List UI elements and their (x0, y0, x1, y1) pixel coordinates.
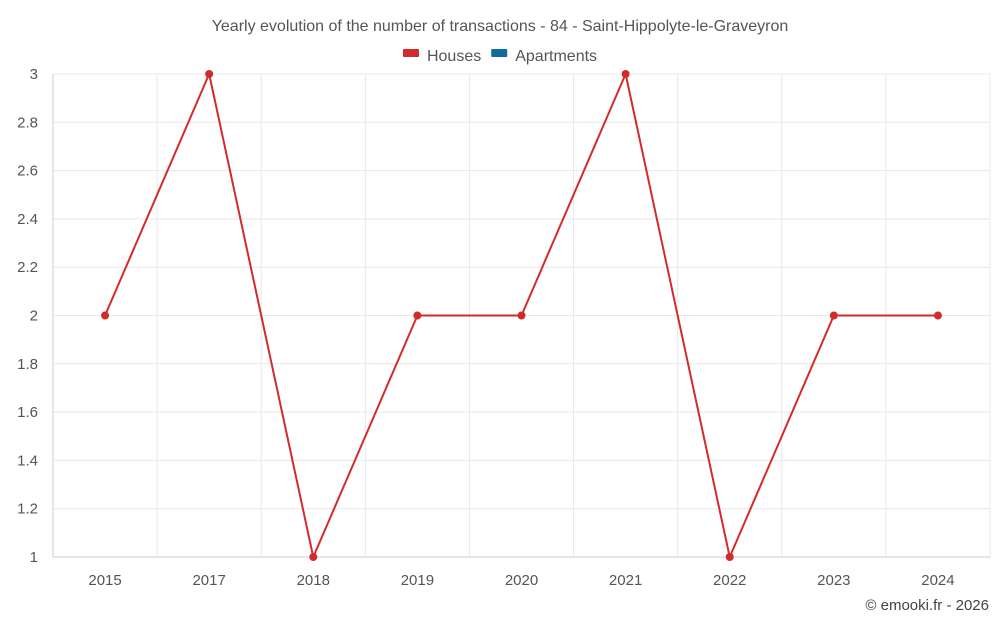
x-tick-label: 2018 (297, 572, 330, 589)
x-tick-label: 2021 (609, 572, 642, 589)
x-tick-label: 2024 (921, 572, 954, 589)
x-tick-label: 2019 (401, 572, 434, 589)
data-point[interactable] (933, 311, 942, 320)
data-point[interactable] (829, 311, 838, 320)
x-tick-label: 2023 (817, 572, 850, 589)
y-tick-label: 2.6 (17, 163, 38, 180)
x-tick-label: 2022 (713, 572, 746, 589)
data-point[interactable] (413, 311, 422, 320)
data-point[interactable] (309, 553, 318, 561)
legend: Houses Apartments (402, 48, 597, 65)
data-point[interactable] (101, 311, 110, 320)
y-tick-label: 1.8 (17, 356, 38, 373)
data-point[interactable] (621, 70, 630, 78)
y-tick-label: 3 (30, 66, 38, 83)
y-tick-label: 2 (30, 308, 38, 325)
legend-item[interactable]: Apartments (491, 48, 597, 65)
legend-label: Houses (427, 48, 481, 65)
legend-item[interactable]: Houses (402, 48, 481, 65)
y-tick-label: 1.4 (17, 452, 38, 469)
legend-swatch (402, 49, 419, 57)
y-tick-label: 2.2 (17, 259, 38, 276)
data-point[interactable] (205, 70, 214, 78)
x-tick-label: 2015 (88, 572, 121, 589)
data-point[interactable] (725, 553, 734, 561)
y-tick-label: 1 (30, 549, 38, 566)
y-tick-label: 1.2 (17, 501, 38, 518)
y-tick-label: 1.6 (17, 404, 38, 421)
credit-text: © emooki.fr - 2026 (865, 597, 989, 614)
data-point[interactable] (517, 311, 526, 320)
y-axis-ticks: 1 1.2 1.4 1.6 1.8 2 2.2 2.4 2.6 2.8 3 (17, 66, 38, 566)
x-tick-label: 2020 (505, 572, 538, 589)
legend-swatch (491, 49, 508, 57)
x-axis-ticks: 2015 2017 2018 2019 2020 2021 2022 2023 2024 (88, 572, 954, 589)
legend-label: Apartments (515, 48, 597, 65)
chart-title: Yearly evolution of the number of transa… (212, 18, 789, 35)
x-tick-label: 2017 (192, 572, 225, 589)
axes (52, 74, 990, 558)
y-tick-label: 2.8 (17, 114, 38, 131)
y-tick-label: 2.4 (17, 211, 38, 228)
series-group (101, 70, 942, 561)
